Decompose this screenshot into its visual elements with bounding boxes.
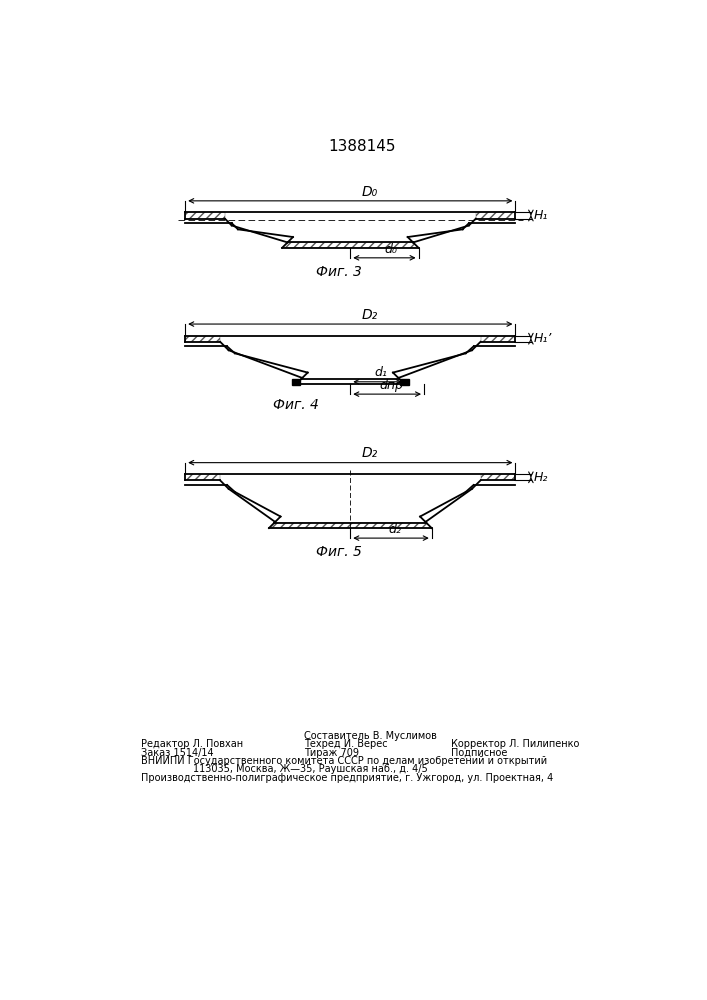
Text: Подписное: Подписное: [451, 748, 508, 758]
Text: Фиг. 3: Фиг. 3: [316, 265, 362, 279]
Text: Техред И. Верес: Техред И. Верес: [304, 739, 387, 749]
Text: Корректор Л. Пилипенко: Корректор Л. Пилипенко: [451, 739, 580, 749]
Text: D₂: D₂: [361, 308, 378, 322]
Text: dпр: dпр: [379, 379, 403, 392]
Text: D₂: D₂: [361, 446, 378, 460]
Text: Производственно-полиграфическое предприятие, г. Ужгород, ул. Проектная, 4: Производственно-полиграфическое предприя…: [141, 773, 554, 783]
Bar: [292, 379, 300, 385]
Text: H₁: H₁: [533, 209, 548, 222]
Text: Заказ 1514/14: Заказ 1514/14: [141, 748, 214, 758]
Text: D₀: D₀: [361, 185, 378, 199]
Text: d₀: d₀: [384, 243, 397, 256]
Text: d₂: d₂: [388, 523, 402, 536]
Text: 113035, Москва, Ж—35, Раушская наб., д. 4/5: 113035, Москва, Ж—35, Раушская наб., д. …: [193, 764, 428, 774]
Text: Редактор Л. Повхан: Редактор Л. Повхан: [141, 739, 243, 749]
Text: Составитель В. Муслимов: Составитель В. Муслимов: [304, 731, 437, 741]
Text: d₁: d₁: [375, 366, 387, 379]
Text: H₂: H₂: [533, 471, 548, 484]
Text: ВНИИПИ Государственного комитета СССР по делам изобретений и открытий: ВНИИПИ Государственного комитета СССР по…: [141, 756, 547, 766]
Text: Тираж 709: Тираж 709: [304, 748, 359, 758]
Text: H₁’: H₁’: [533, 332, 551, 345]
Text: Фиг. 5: Фиг. 5: [316, 545, 362, 559]
Text: Фиг. 4: Фиг. 4: [273, 398, 319, 412]
Bar: [400, 379, 409, 385]
Text: 1388145: 1388145: [328, 139, 396, 154]
